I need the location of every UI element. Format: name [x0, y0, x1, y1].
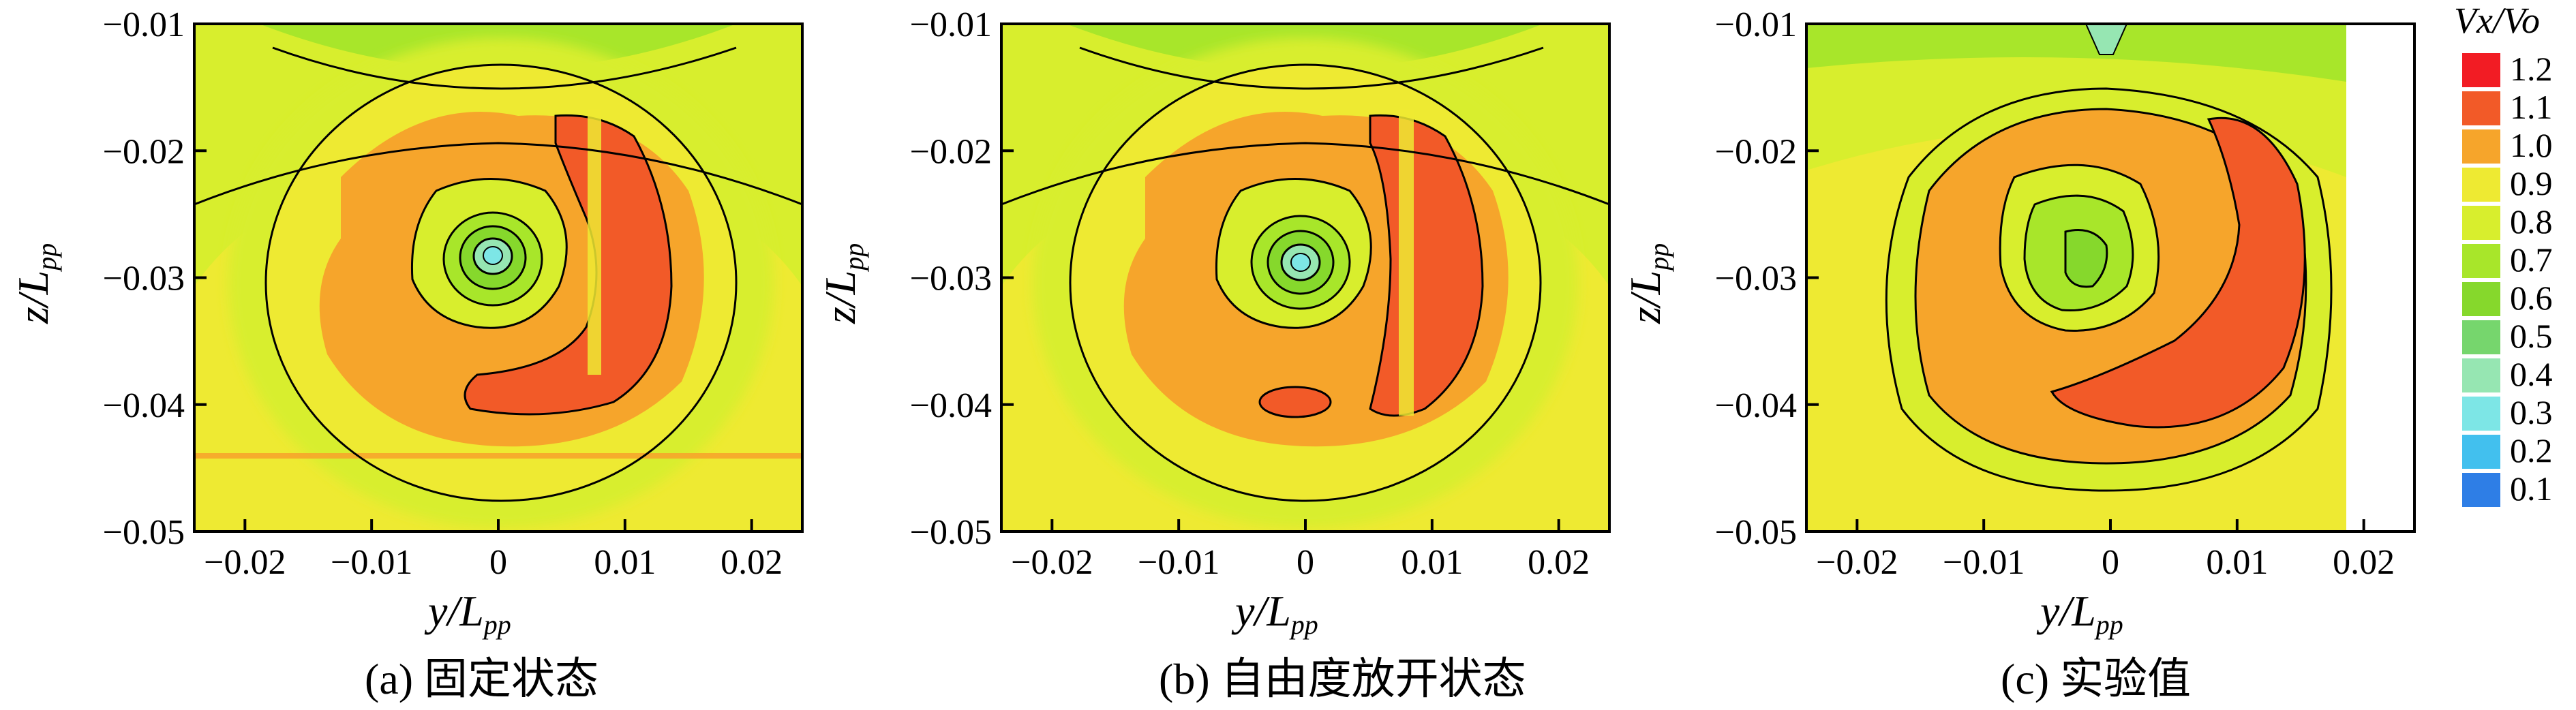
- panel-c-top-spot: [2085, 24, 2128, 55]
- panel-a-ylabel: z/Lpp: [9, 243, 62, 324]
- colorbar-swatch: [2462, 282, 2500, 316]
- panel-c-ylabel: z/Lpp: [1621, 243, 1674, 324]
- colorbar-level-label: 1.0: [2510, 126, 2553, 164]
- panel-b-y-ticks: −0.01 −0.02 −0.03 −0.04 −0.05: [910, 5, 1014, 552]
- panel-c-ytick-label: −0.02: [1715, 132, 1797, 171]
- colorbar-swatch: [2462, 91, 2500, 125]
- panel-a-xtick-label: 0.01: [594, 543, 656, 582]
- colorbar-level-label: 1.1: [2510, 88, 2553, 126]
- panel-c-xtick-label: 0.02: [2333, 543, 2395, 582]
- panel-c-xtick-label: 0: [2102, 543, 2119, 582]
- panel-b-ytick-label: −0.03: [910, 260, 992, 298]
- panel-a-contour-upper: [194, 142, 802, 206]
- panel-a-ytick-label: −0.03: [103, 260, 185, 298]
- colorbar-level-label: 0.8: [2510, 202, 2553, 241]
- panel-c-xlabel: y/Lpp: [2036, 587, 2123, 640]
- panel-b-peak-spot: [1258, 386, 1332, 418]
- panel-b: −0.02 −0.01 0 0.01 0.02 −0.01 −0.02 −0.03 −0.04…: [816, 5, 1611, 703]
- panel-c-xtick-label: −0.02: [1816, 543, 1898, 582]
- panel-c-plot: [1806, 24, 2346, 531]
- panel-c-ytick-label: −0.01: [1715, 5, 1797, 44]
- panel-c-peak-region: [2050, 117, 2306, 429]
- panel-b-streak-vertical: [1399, 109, 1414, 416]
- panel-a-ytick-label: −0.05: [103, 513, 185, 552]
- panel-c-ytick-label: −0.03: [1715, 260, 1797, 298]
- panel-a-ytick-label: −0.02: [103, 132, 185, 171]
- colorbar-level-label: 0.4: [2510, 355, 2553, 393]
- panel-b-caption: (b) 自由度放开状态: [1159, 655, 1526, 703]
- panel-a-streak-horizontal: [194, 453, 802, 459]
- panel-a-contour-top: [272, 46, 737, 90]
- panel-a-xtick-label: −0.01: [331, 543, 412, 582]
- colorbar-level-label: 0.3: [2510, 393, 2553, 431]
- panel-b-ytick-label: −0.02: [910, 132, 992, 171]
- panel-c-xtick-label: 0.01: [2206, 543, 2268, 582]
- colorbar-legend: Vx/Vo 1.21.11.00.90.80.70.60.50.40.30.20…: [2454, 0, 2553, 508]
- panel-c-ytick-label: −0.05: [1715, 513, 1797, 552]
- panel-b-peak-region: [1369, 114, 1484, 417]
- panel-a: −0.02 −0.01 0 0.01 0.02 −0.01 −0.02 −0.03 −0.04…: [9, 5, 804, 703]
- panel-b-xtick-label: −0.02: [1011, 543, 1093, 582]
- colorbar-level-label: 0.6: [2510, 279, 2553, 317]
- colorbar-swatch: [2462, 168, 2500, 202]
- panel-c-ytick-label: −0.04: [1715, 386, 1797, 425]
- colorbar-swatch: [2462, 397, 2500, 431]
- panel-b-contour-upper: [1001, 142, 1609, 206]
- colorbar-swatch: [2462, 206, 2500, 240]
- panel-a-caption: (a) 固定状态: [365, 655, 598, 703]
- colorbar-title: Vx/Vo: [2454, 0, 2540, 41]
- panel-b-contour-top: [1079, 46, 1544, 90]
- panel-b-xlabel: y/Lpp: [1231, 587, 1318, 640]
- colorbar-level-label: 0.5: [2510, 317, 2553, 355]
- panel-b-vortex-core: [1290, 253, 1311, 272]
- panel-a-xlabel: y/Lpp: [424, 587, 511, 640]
- colorbar-swatch: [2462, 244, 2500, 278]
- panel-b-xtick-label: 0: [1297, 543, 1314, 582]
- colorbar-swatch: [2462, 435, 2500, 469]
- panel-b-x-ticks: −0.02 −0.01 0 0.01 0.02: [1011, 519, 1590, 582]
- panel-c-y-ticks: −0.01 −0.02 −0.03 −0.04 −0.05: [1715, 5, 1819, 552]
- panel-c-vortex-level-2: [2064, 229, 2108, 288]
- panel-a-y-ticks: −0.01 −0.02 −0.03 −0.04 −0.05: [103, 5, 207, 552]
- panel-b-xtick-label: −0.01: [1138, 543, 1219, 582]
- panel-c-caption: (c) 实验值: [2001, 655, 2191, 703]
- panel-b-contour-ring: [1069, 63, 1542, 502]
- panel-a-x-ticks: −0.02 −0.01 0 0.01 0.02: [204, 519, 783, 582]
- panel-a-plot: [194, 24, 802, 531]
- colorbar-swatch: [2462, 358, 2500, 392]
- colorbar-swatch: [2462, 53, 2500, 87]
- colorbar-swatch: [2462, 473, 2500, 507]
- colorbar-level-label: 0.7: [2510, 241, 2553, 279]
- panel-b-xtick-label: 0.02: [1528, 543, 1590, 582]
- colorbar-level-label: 0.1: [2510, 469, 2553, 508]
- colorbar-level-label: 0.2: [2510, 431, 2553, 469]
- panel-a-ytick-label: −0.04: [103, 386, 185, 425]
- panel-b-ylabel: z/Lpp: [816, 243, 869, 324]
- panel-a-xtick-label: 0.02: [721, 543, 783, 582]
- panel-c-x-ticks: −0.02 −0.01 0 0.01 0.02: [1816, 519, 2395, 582]
- panel-a-streak-vertical: [588, 109, 601, 375]
- panel-a-vortex-core: [483, 246, 503, 265]
- panel-c-xtick-label: −0.01: [1943, 543, 2025, 582]
- colorbar-swatch: [2462, 320, 2500, 354]
- panel-a-xtick-label: 0: [489, 543, 507, 582]
- panel-b-xtick-label: 0.01: [1401, 543, 1463, 582]
- panel-b-ytick-label: −0.01: [910, 5, 992, 44]
- panel-b-plot: [1001, 24, 1609, 531]
- panel-a-ytick-label: −0.01: [103, 5, 185, 44]
- panel-c-no-data-area: [2346, 24, 2414, 531]
- colorbar-level-label: 0.9: [2510, 164, 2553, 202]
- panel-b-ytick-label: −0.04: [910, 386, 992, 425]
- colorbar-swatches: 1.21.11.00.90.80.70.60.50.40.30.20.1: [2462, 50, 2553, 508]
- colorbar-swatch: [2462, 129, 2500, 164]
- panel-a-xtick-label: −0.02: [204, 543, 286, 582]
- colorbar-level-label: 1.2: [2510, 50, 2553, 88]
- panel-b-ytick-label: −0.05: [910, 513, 992, 552]
- panel-a-contour-ring: [264, 63, 738, 502]
- panel-c: −0.02 −0.01 0 0.01 0.02 −0.01 −0.02 −0.03 −0.04…: [1621, 5, 2416, 703]
